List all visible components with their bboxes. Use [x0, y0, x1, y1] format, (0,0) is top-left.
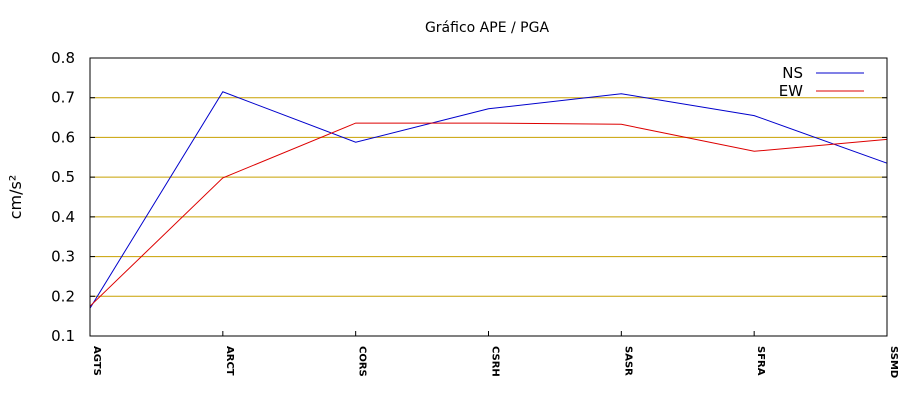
- gridlines: [90, 97, 887, 297]
- legend-label: NS: [782, 64, 803, 82]
- y-axis-label: cm/s²: [6, 175, 25, 220]
- x-tick-label: SSMD: [888, 346, 899, 378]
- x-tick-label: CSRH: [490, 346, 501, 377]
- y-tick-label: 0.2: [51, 287, 75, 305]
- y-tick-label: 0.6: [51, 128, 75, 146]
- x-tick-label: CORS: [357, 346, 368, 377]
- x-tick-label: SFRA: [755, 346, 766, 376]
- series-lines: [89, 91, 888, 309]
- y-tick-label: 0.4: [51, 208, 75, 226]
- legend-label: EW: [779, 82, 803, 100]
- x-axis-ticks: AGTS ARCT CORS CSRH SASR SFRA SSMD: [89, 331, 899, 378]
- plot-frame: [89, 57, 888, 337]
- y-axis-ticks: 0.1 0.2 0.3 0.4 0.5 0.6 0.7 0.8: [51, 49, 887, 345]
- chart-title: Gráfico APE / PGA: [425, 20, 549, 36]
- y-tick-label: 0.3: [51, 248, 75, 266]
- y-tick-label: 0.5: [51, 168, 75, 186]
- series-line-ns: [89, 91, 888, 309]
- x-tick-label: ARCT: [224, 346, 235, 376]
- x-tick-label: SASR: [622, 346, 633, 376]
- y-tick-label: 0.1: [51, 327, 75, 345]
- series-line-ew: [89, 122, 888, 307]
- y-tick-label: 0.7: [51, 89, 75, 107]
- x-tick-label: AGTS: [91, 346, 102, 376]
- y-tick-label: 0.8: [51, 49, 75, 67]
